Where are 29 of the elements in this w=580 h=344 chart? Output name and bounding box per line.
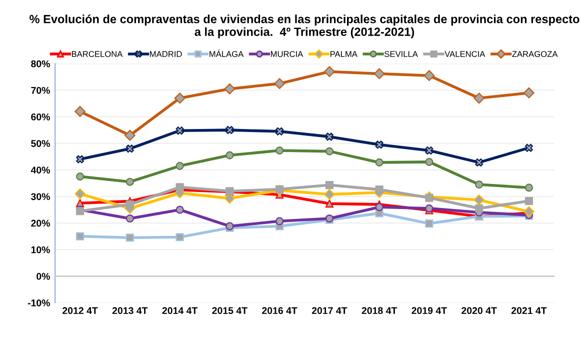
y-tick-label: 60% <box>31 114 50 120</box>
x-tick-label: 2019 4T <box>412 307 447 314</box>
y-tick-label: 30% <box>31 193 50 200</box>
y-tick-label: -10% <box>28 299 50 306</box>
legend-label: MÁLAGA <box>210 50 244 57</box>
y-tick-label: 50% <box>31 140 50 147</box>
y-tick-label: 10% <box>31 246 50 254</box>
legend-label: BARCELONA <box>72 51 123 57</box>
x-tick-label: 2012 4T <box>62 307 98 314</box>
x-tick-label: 2017 4T <box>312 307 348 314</box>
x-tick-label: 2021 4T <box>511 307 547 314</box>
x-tick-label: 2013 4T <box>112 307 148 314</box>
y-tick-label: 70% <box>31 86 50 94</box>
chart-title: % Evolución de compraventas de viviendas en las principales capitales de provincia con respecto a la provincia. 4º Trimestre (2012-2021) <box>30 14 580 38</box>
legend-label: MADRID <box>150 51 182 57</box>
x-tick-label: 2016 4T <box>262 307 298 314</box>
y-tick-label: 20% <box>31 220 50 227</box>
legend-label: ZARAGOZA <box>512 51 558 57</box>
legend-label: MURCIA <box>270 51 304 57</box>
x-tick-label: 2020 4T <box>462 307 497 314</box>
y-tick-label: 0% <box>36 272 50 280</box>
legend-label: PALMA <box>330 51 358 57</box>
legend-label: SEVILLA <box>384 51 418 57</box>
legend-label: VALENCIA <box>444 51 486 57</box>
x-tick-label: 2015 4T <box>212 307 248 314</box>
x-tick-label: 2014 4T <box>162 307 198 314</box>
y-tick-label: 80% <box>31 60 50 68</box>
y-tick-label: 40% <box>30 166 50 174</box>
x-tick-label: 2018 4T <box>362 307 398 314</box>
